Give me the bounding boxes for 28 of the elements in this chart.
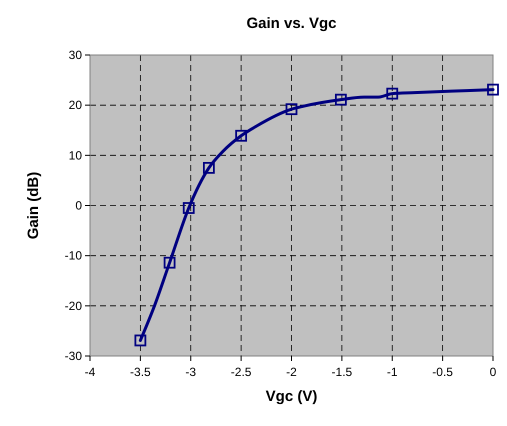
point [386, 88, 398, 100]
x-tick-label: -4 [84, 365, 96, 379]
x-tick-label: 0 [490, 365, 497, 379]
point [235, 130, 248, 142]
y-axis-title: Gain (dB) [25, 172, 42, 240]
x-tick-label: -2.5 [230, 365, 252, 379]
chart-title: Gain vs. Vgc [246, 15, 337, 32]
point [164, 256, 176, 269]
x-tick-label: -3 [185, 365, 196, 379]
y-tick-label: 10 [68, 148, 82, 162]
y-tick-label: -30 [64, 349, 82, 363]
point [334, 94, 347, 106]
point [286, 103, 298, 116]
point [202, 162, 215, 174]
x-tick-label: -2 [286, 365, 298, 379]
point [134, 334, 146, 346]
x-axis-title: Vgc (V) [266, 388, 318, 405]
y-tick-label: 20 [68, 98, 82, 112]
y-tick-label: 0 [75, 198, 82, 212]
x-tick-label: -1 [386, 365, 398, 379]
point [182, 202, 195, 214]
x-tick-label: -1.5 [332, 365, 353, 379]
x-tick-label: -3.5 [130, 365, 152, 379]
y-tick-label: -10 [64, 248, 82, 263]
x-tick-label: -0.5 [432, 365, 454, 379]
point [487, 84, 499, 96]
y-tick-label: -20 [64, 298, 82, 313]
y-tick-label: 30 [68, 48, 82, 62]
